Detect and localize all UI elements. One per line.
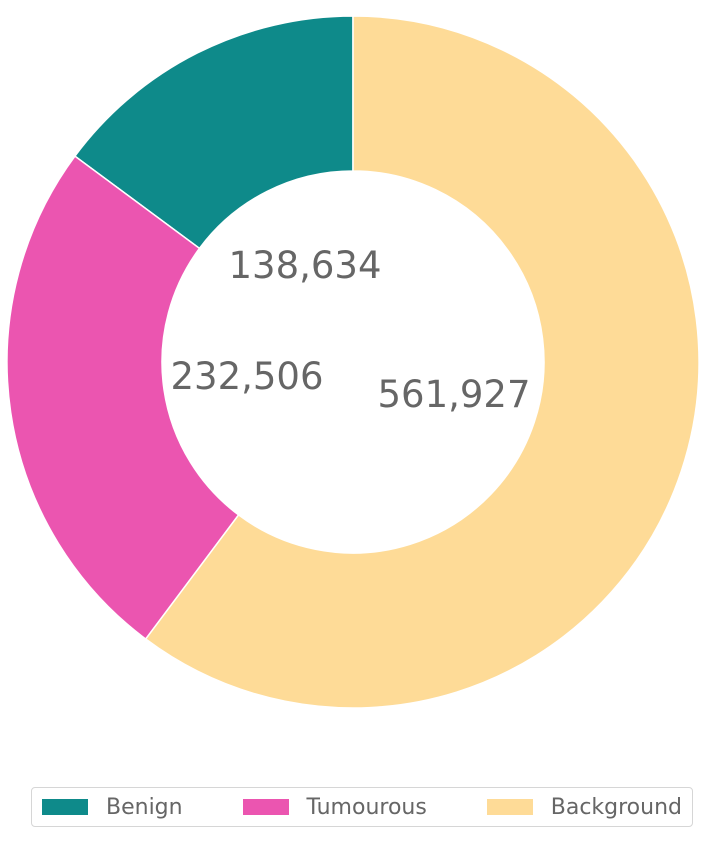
slice-background (144, 15, 700, 709)
slice-tumourous (6, 155, 240, 641)
legend-label-tumourous: Tumourous (306, 794, 427, 820)
legend-label-background: Background (550, 794, 682, 820)
legend-swatch-benign (42, 799, 88, 815)
slice-label-background: 561,927 (377, 373, 530, 416)
donut-chart: 138,634 232,506 561,927 (6, 15, 700, 709)
slice-label-tumourous: 232,506 (170, 355, 323, 398)
legend: Benign Tumourous Background (31, 787, 693, 827)
slice-benign (73, 15, 354, 250)
legend-swatch-tumourous (242, 799, 289, 815)
legend-label-benign: Benign (106, 794, 183, 820)
legend-item-benign: Benign (42, 795, 183, 820)
legend-item-tumourous: Tumourous (242, 794, 427, 820)
legend-swatch-background (486, 799, 533, 815)
slices (6, 15, 700, 709)
slice-label-benign: 138,634 (228, 244, 381, 287)
legend-item-background: Background (486, 794, 682, 820)
